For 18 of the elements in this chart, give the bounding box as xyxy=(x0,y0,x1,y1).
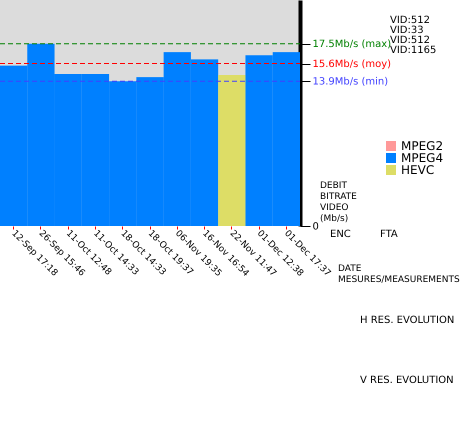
text: ENC xyxy=(330,229,351,240)
text: FTA xyxy=(380,229,398,240)
bar xyxy=(218,74,246,226)
y-tick-label: 0 xyxy=(312,222,319,232)
legend-label: MPEG4 xyxy=(401,151,444,165)
text: VID:1165 xyxy=(390,45,436,56)
text: VID:512 xyxy=(390,35,430,46)
y-tick-label: 13.9Mb/s (min) xyxy=(312,76,388,88)
legend-label: HEVC xyxy=(401,163,434,177)
text: V RES. EVOLUTION xyxy=(360,375,454,386)
y-axis-title: DEBIT BITRATE VIDEO (Mb/s) xyxy=(320,181,358,224)
text: H RES. EVOLUTION xyxy=(360,315,454,326)
text: VID:512 xyxy=(390,15,430,26)
legend-label: MPEG2 xyxy=(401,139,444,153)
x-axis-title: DATE MESURES/MEASUREMENTS xyxy=(338,264,460,285)
text: VID:33 xyxy=(390,25,424,36)
y-tick-label: 15.6Mb/s (moy) xyxy=(312,59,392,70)
y-tick-label: 17.5Mb/s (max) xyxy=(312,39,392,50)
